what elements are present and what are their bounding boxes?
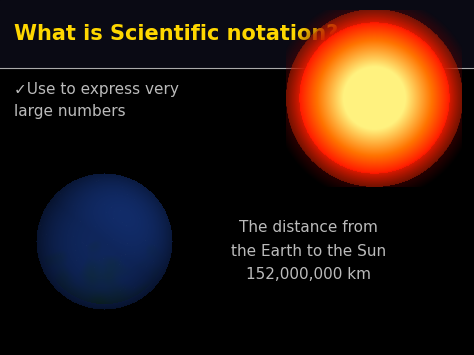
Bar (0, 0, 474, 68)
Text: What is Scientific notation?: What is Scientific notation? (14, 24, 338, 44)
Text: ✓Use to express very
large numbers: ✓Use to express very large numbers (14, 82, 179, 119)
Text: The distance from
the Earth to the Sun
152,000,000 km: The distance from the Earth to the Sun 1… (230, 220, 386, 282)
